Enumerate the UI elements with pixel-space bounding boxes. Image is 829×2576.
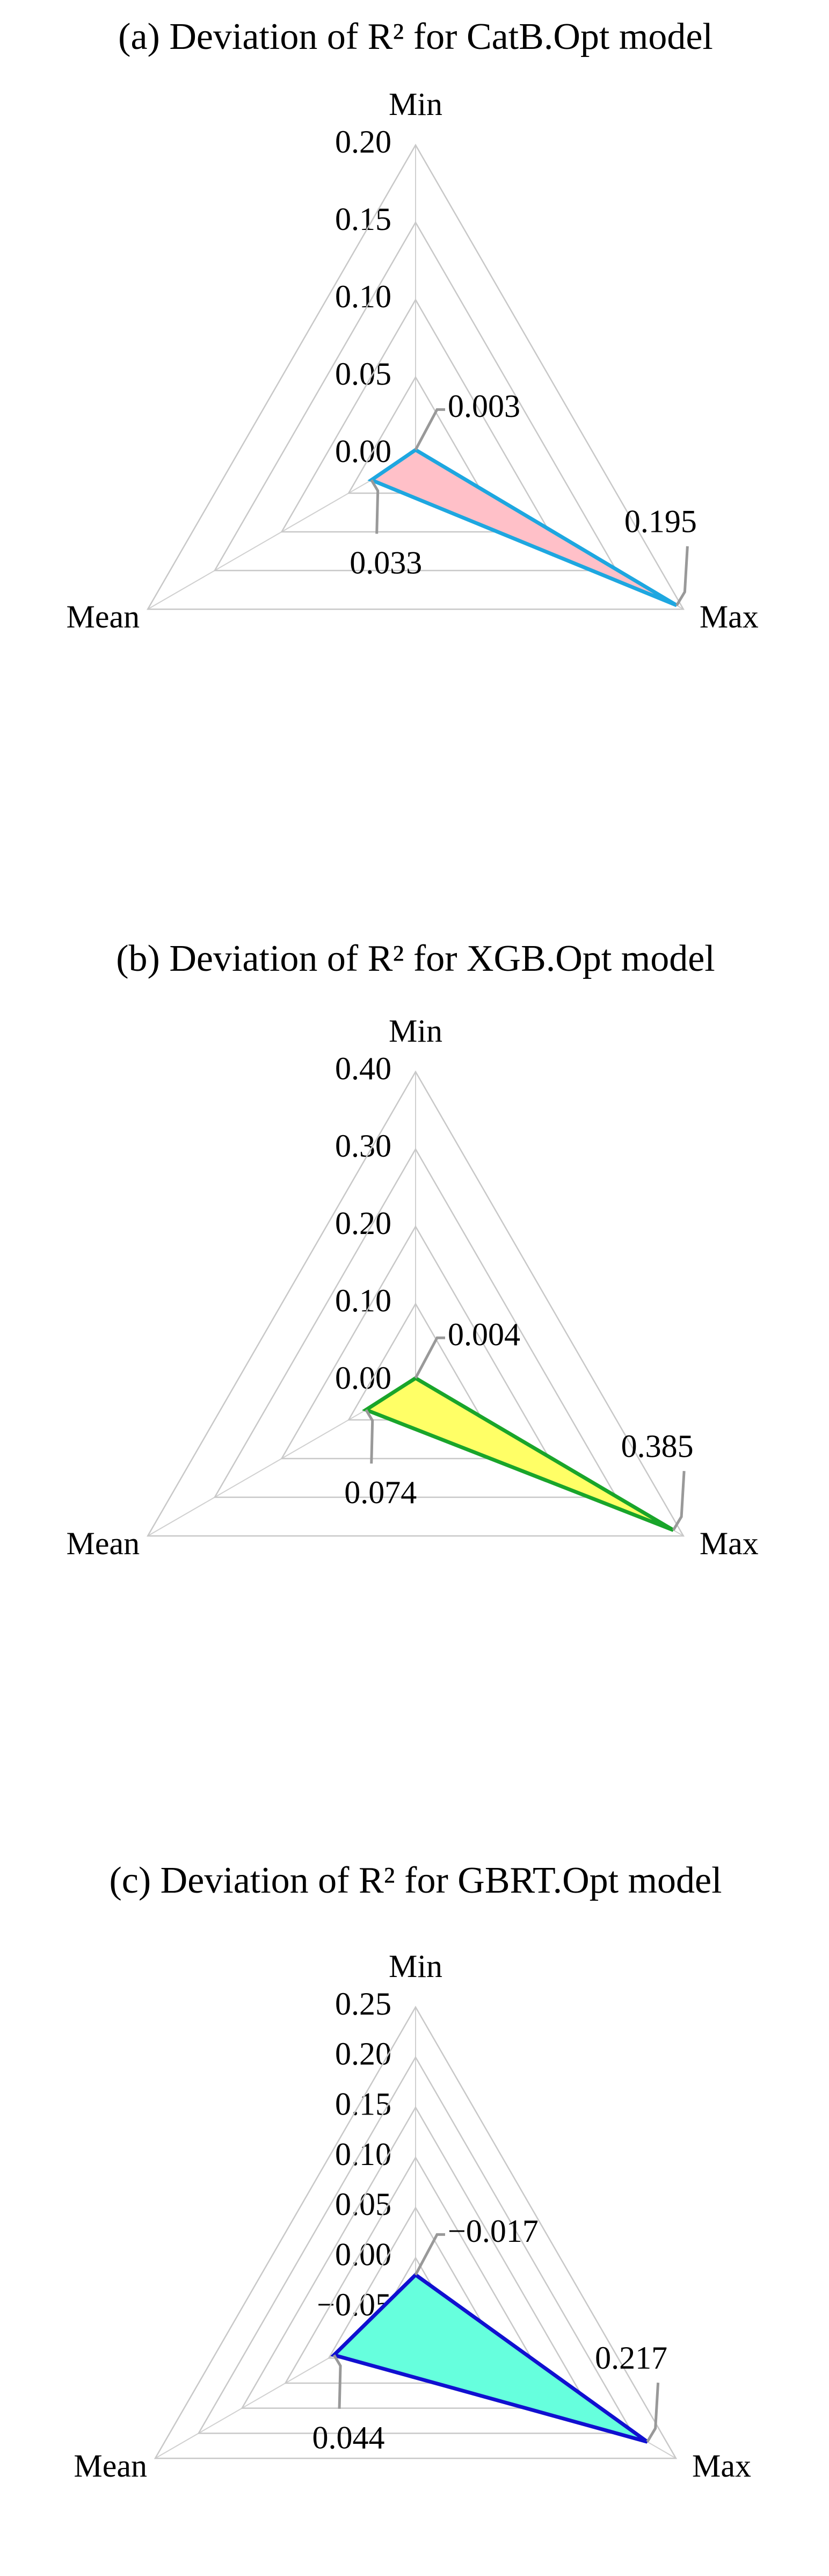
data-area <box>330 2272 649 2444</box>
y-tick-label: 0.20 <box>335 124 391 160</box>
data-area <box>362 1376 674 1532</box>
grid-ring <box>241 2106 591 2409</box>
y-tick-label: 0.15 <box>335 2086 391 2122</box>
data-label: 0.033 <box>350 545 422 580</box>
data-label: 0.195 <box>624 504 697 539</box>
leader-line <box>332 2354 342 2409</box>
axis-label: Max <box>692 2448 751 2484</box>
axis-label: Min <box>389 1013 442 1049</box>
leader-line <box>672 1471 686 1531</box>
radar-chart: (a) Deviation of R² for CatB.Opt model 0.… <box>67 16 759 634</box>
y-tick-label: 0.10 <box>335 2137 391 2172</box>
chart-title: (b) Deviation of R² for XGB.Opt model <box>116 938 715 979</box>
y-tick-label: 0.10 <box>335 279 391 314</box>
grid-ring <box>213 221 618 572</box>
data-label: 0.217 <box>595 2340 667 2376</box>
grid-ring <box>197 2055 634 2434</box>
grid-ring <box>280 1225 551 1460</box>
axis-label: Min <box>389 86 442 122</box>
leader-line <box>646 2383 660 2443</box>
y-tick-label: 0.00 <box>335 434 391 469</box>
leader-line <box>365 1409 374 1464</box>
leader-line <box>370 479 380 534</box>
axis-label: Mean <box>74 2448 147 2484</box>
data-label: −0.017 <box>448 2213 539 2249</box>
data-label: 0.003 <box>448 388 520 424</box>
y-tick-label: 0.05 <box>335 356 391 392</box>
chart-title: (c) Deviation of R² for GBRT.Opt model <box>109 1860 722 1901</box>
y-tick-label: 0.25 <box>335 1986 391 2022</box>
axis-label: Min <box>389 1949 442 1984</box>
y-tick-label: 0.00 <box>335 1360 391 1396</box>
radar-chart: (c) Deviation of R² for GBRT.Opt model −0… <box>74 1860 751 2484</box>
leader-line <box>414 2233 445 2276</box>
grid-ring <box>147 143 685 610</box>
leader-line <box>414 1336 445 1379</box>
data-area <box>367 448 678 608</box>
chart-title: (a) Deviation of R² for CatB.Opt model <box>118 16 713 57</box>
axis-label: Mean <box>67 1526 140 1561</box>
y-tick-label: 0.40 <box>335 1051 391 1086</box>
axis-label: Mean <box>67 599 140 634</box>
y-tick-label: 0.05 <box>335 2187 391 2222</box>
leader-line <box>675 546 689 607</box>
data-label: 0.074 <box>344 1475 417 1510</box>
y-tick-label: 0.10 <box>335 1283 391 1318</box>
y-tick-label: 0.20 <box>335 2036 391 2072</box>
y-tick-label: 0.15 <box>335 201 391 237</box>
data-label: 0.004 <box>448 1317 520 1352</box>
data-label: 0.044 <box>312 2420 385 2455</box>
leader-line <box>414 408 445 451</box>
axis-label: Max <box>700 1526 759 1561</box>
grid-ring <box>280 298 551 533</box>
grid-ring <box>213 1148 618 1498</box>
radar-chart: (b) Deviation of R² for XGB.Opt model 0.0… <box>67 938 759 1561</box>
axis-label: Max <box>700 599 759 634</box>
y-tick-label: 0.30 <box>335 1128 391 1164</box>
grid-ring <box>154 2005 678 2459</box>
grid-ring <box>147 1070 685 1537</box>
grid-ring <box>284 2156 547 2384</box>
data-label: 0.385 <box>621 1428 694 1464</box>
y-tick-label: 0.00 <box>335 2236 391 2272</box>
y-tick-label: 0.20 <box>335 1206 391 1241</box>
